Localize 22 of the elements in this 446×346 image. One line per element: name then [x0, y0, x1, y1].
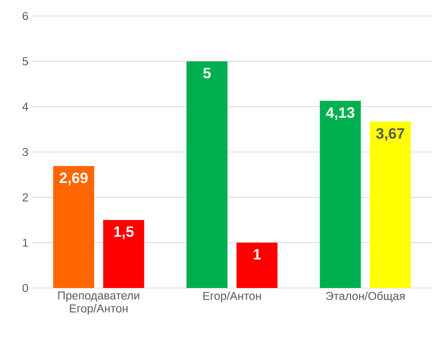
data-label: 1,5 [114, 226, 134, 240]
bar [53, 166, 94, 288]
y-tick-label: 2 [22, 193, 28, 202]
y-tick-label: 0 [22, 284, 28, 292]
bar [103, 220, 144, 288]
x-tick-label: Преподаватели Егор/Антон [58, 292, 140, 315]
x-tick-label: Егор/Антон [203, 292, 261, 302]
bar [236, 242, 278, 288]
data-label: 2,69 [60, 172, 88, 186]
data-label: 1 [254, 249, 261, 260]
y-tick-label: 3 [22, 148, 28, 156]
bar [370, 122, 411, 288]
y-tick-label: 6 [22, 12, 28, 20]
x-tick-label: Эталон/Общая [326, 292, 404, 302]
y-tick-label: 1 [22, 238, 28, 247]
bar [186, 61, 228, 288]
y-tick-label: 5 [22, 57, 28, 66]
data-label: 4,13 [326, 107, 354, 120]
bar [320, 100, 361, 288]
y-tick-label: 4 [22, 102, 28, 111]
data-label: 3,67 [376, 128, 404, 141]
data-label: 5 [203, 68, 211, 78]
